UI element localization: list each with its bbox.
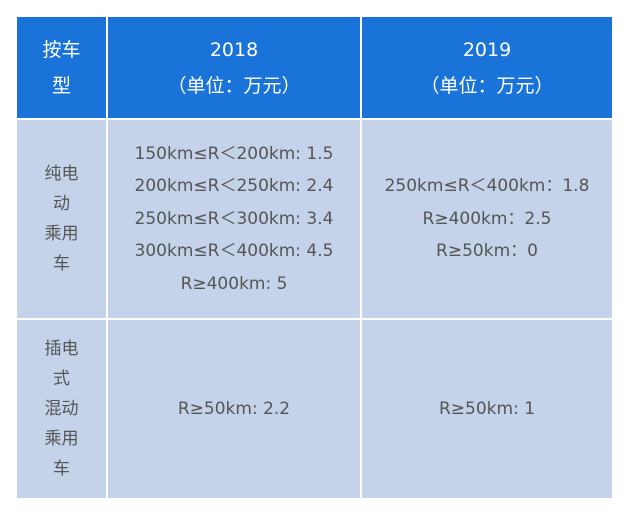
cell-text: R≥50km: 2.2: [177, 398, 291, 419]
header-cell: 按车型: [17, 17, 106, 118]
cell-text: 乘用: [44, 429, 79, 449]
table-cell: R≥50km: 2.2: [108, 320, 360, 498]
cell-text: 200km≤R＜250km: 2.4: [134, 176, 334, 197]
cell-text: 250km≤R＜400km：1.8: [384, 176, 590, 197]
table-cell: 插电式混动 乘用车: [17, 320, 106, 498]
cell-text: 2019: [462, 38, 512, 61]
table-cell: R≥50km: 1: [362, 320, 612, 498]
cell-text: 混动: [44, 399, 79, 419]
cell-text: 按车: [42, 38, 81, 61]
cell-text: 250km≤R＜300km: 3.4: [134, 208, 334, 229]
cell-text: 150km≤R＜200km: 1.5: [134, 143, 334, 164]
cell-text: 纯电: [44, 164, 79, 184]
header-cell: 2018 （单位：万元）: [108, 17, 360, 118]
cell-text: 动: [53, 194, 70, 214]
cell-text: R≥400km: 5: [180, 273, 288, 294]
cell-text: 乘用: [44, 224, 79, 244]
cell-text: R≥50km: 1: [438, 398, 536, 419]
cell-text: R≥400km：2.5: [422, 208, 552, 229]
cell-text: 型: [51, 74, 71, 97]
cell-text: 2018: [209, 38, 259, 61]
table-cell: 纯电动乘用车: [17, 120, 106, 318]
cell-text: 车: [53, 254, 70, 274]
cell-text: 式: [53, 369, 70, 389]
header-cell: 2019 （单位：万元）: [362, 17, 612, 118]
table-cell: 150km≤R＜200km: 1.5 200km≤R＜250km: 2.4 250k…: [108, 120, 360, 318]
cell-text: （单位：万元）: [420, 74, 554, 97]
cell-text: 插电: [44, 339, 79, 359]
cell-text: 300km≤R＜400km: 4.5: [134, 241, 334, 262]
cell-text: 车: [53, 459, 70, 479]
cell-text: （单位：万元）: [167, 74, 301, 97]
table-cell: 250km≤R＜400km：1.8 R≥400km：2.5 R≥50km：0: [362, 120, 612, 318]
cell-text: R≥50km：0: [436, 241, 538, 262]
